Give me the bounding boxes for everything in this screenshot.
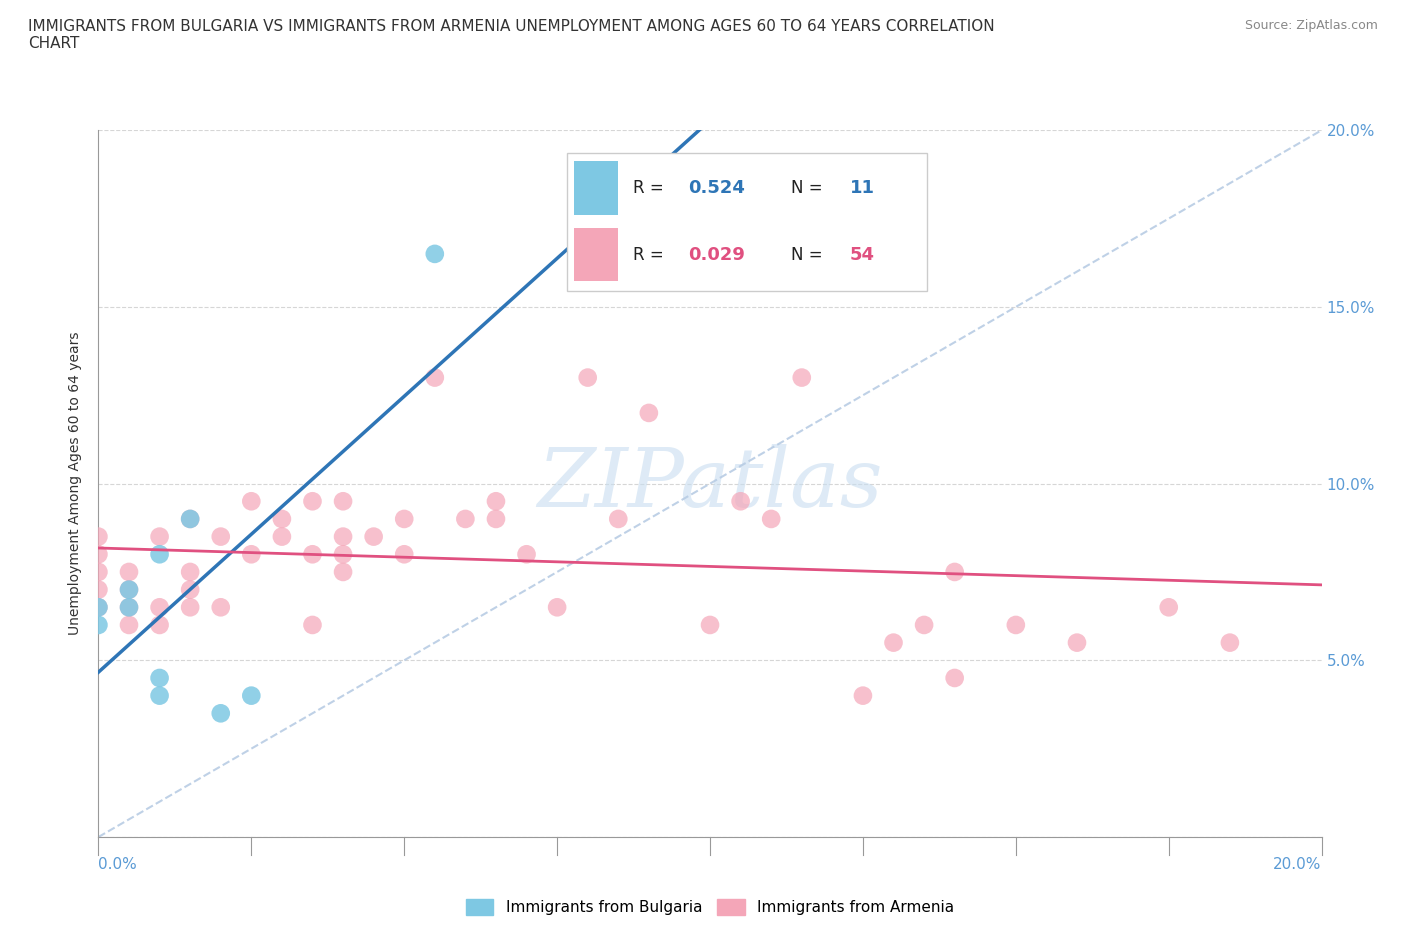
- Point: [179, 600, 201, 615]
- Point: [118, 600, 141, 615]
- Point: [87, 582, 110, 597]
- Point: [179, 565, 201, 579]
- Y-axis label: Unemployment Among Ages 60 to 64 years: Unemployment Among Ages 60 to 64 years: [69, 332, 83, 635]
- Point: [149, 688, 172, 703]
- Point: [270, 529, 292, 544]
- Point: [149, 671, 172, 685]
- Point: [912, 618, 935, 632]
- Point: [240, 494, 263, 509]
- Point: [149, 529, 172, 544]
- Point: [363, 529, 385, 544]
- Point: [852, 688, 875, 703]
- Point: [1157, 600, 1180, 615]
- Point: [392, 547, 416, 562]
- Point: [607, 512, 630, 526]
- Point: [149, 600, 172, 615]
- Point: [332, 529, 354, 544]
- Point: [485, 512, 508, 526]
- Point: [730, 494, 752, 509]
- Point: [392, 512, 416, 526]
- Point: [118, 618, 141, 632]
- Point: [423, 370, 446, 385]
- Point: [332, 547, 354, 562]
- Text: IMMIGRANTS FROM BULGARIA VS IMMIGRANTS FROM ARMENIA UNEMPLOYMENT AMONG AGES 60 T: IMMIGRANTS FROM BULGARIA VS IMMIGRANTS F…: [28, 19, 995, 51]
- Point: [301, 547, 323, 562]
- Legend: Immigrants from Bulgaria, Immigrants from Armenia: Immigrants from Bulgaria, Immigrants fro…: [460, 893, 960, 922]
- Point: [87, 547, 110, 562]
- Point: [790, 370, 813, 385]
- Text: 20.0%: 20.0%: [1274, 857, 1322, 871]
- Point: [516, 547, 538, 562]
- Point: [759, 512, 782, 526]
- Point: [118, 600, 141, 615]
- Point: [1219, 635, 1241, 650]
- Point: [240, 688, 263, 703]
- Point: [1004, 618, 1026, 632]
- Point: [637, 405, 661, 420]
- Point: [118, 582, 141, 597]
- Point: [485, 494, 508, 509]
- Point: [454, 512, 477, 526]
- Point: [883, 635, 905, 650]
- Point: [209, 600, 232, 615]
- Point: [270, 512, 292, 526]
- Point: [699, 618, 721, 632]
- Point: [87, 529, 110, 544]
- Point: [118, 565, 141, 579]
- Point: [87, 565, 110, 579]
- Point: [423, 246, 446, 261]
- Text: Source: ZipAtlas.com: Source: ZipAtlas.com: [1244, 19, 1378, 32]
- Point: [209, 529, 232, 544]
- Point: [240, 547, 263, 562]
- Text: ZIPatlas: ZIPatlas: [537, 444, 883, 524]
- Point: [301, 618, 323, 632]
- Point: [546, 600, 568, 615]
- Point: [943, 565, 966, 579]
- Point: [301, 494, 323, 509]
- Point: [118, 582, 141, 597]
- Point: [943, 671, 966, 685]
- Point: [179, 512, 201, 526]
- Point: [149, 547, 172, 562]
- Point: [179, 512, 201, 526]
- Point: [332, 494, 354, 509]
- Point: [149, 618, 172, 632]
- Point: [87, 600, 110, 615]
- Point: [179, 582, 201, 597]
- Point: [1066, 635, 1088, 650]
- Point: [209, 706, 232, 721]
- Point: [87, 618, 110, 632]
- Point: [576, 370, 599, 385]
- Text: 0.0%: 0.0%: [98, 857, 138, 871]
- Point: [87, 600, 110, 615]
- Point: [332, 565, 354, 579]
